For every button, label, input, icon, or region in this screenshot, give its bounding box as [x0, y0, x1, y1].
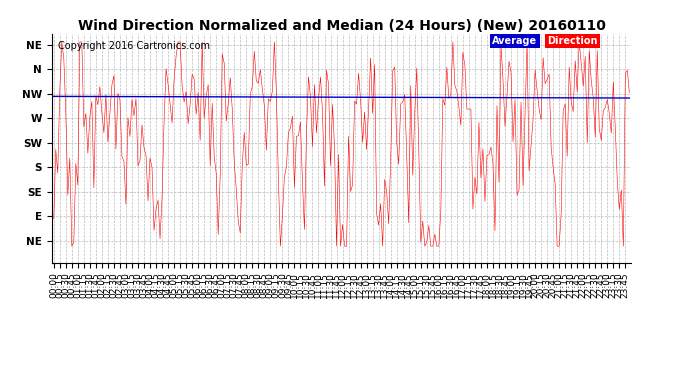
Text: Copyright 2016 Cartronics.com: Copyright 2016 Cartronics.com [57, 40, 210, 51]
Title: Wind Direction Normalized and Median (24 Hours) (New) 20160110: Wind Direction Normalized and Median (24… [77, 19, 606, 33]
Text: Average: Average [492, 36, 538, 46]
Text: Direction: Direction [547, 36, 598, 46]
